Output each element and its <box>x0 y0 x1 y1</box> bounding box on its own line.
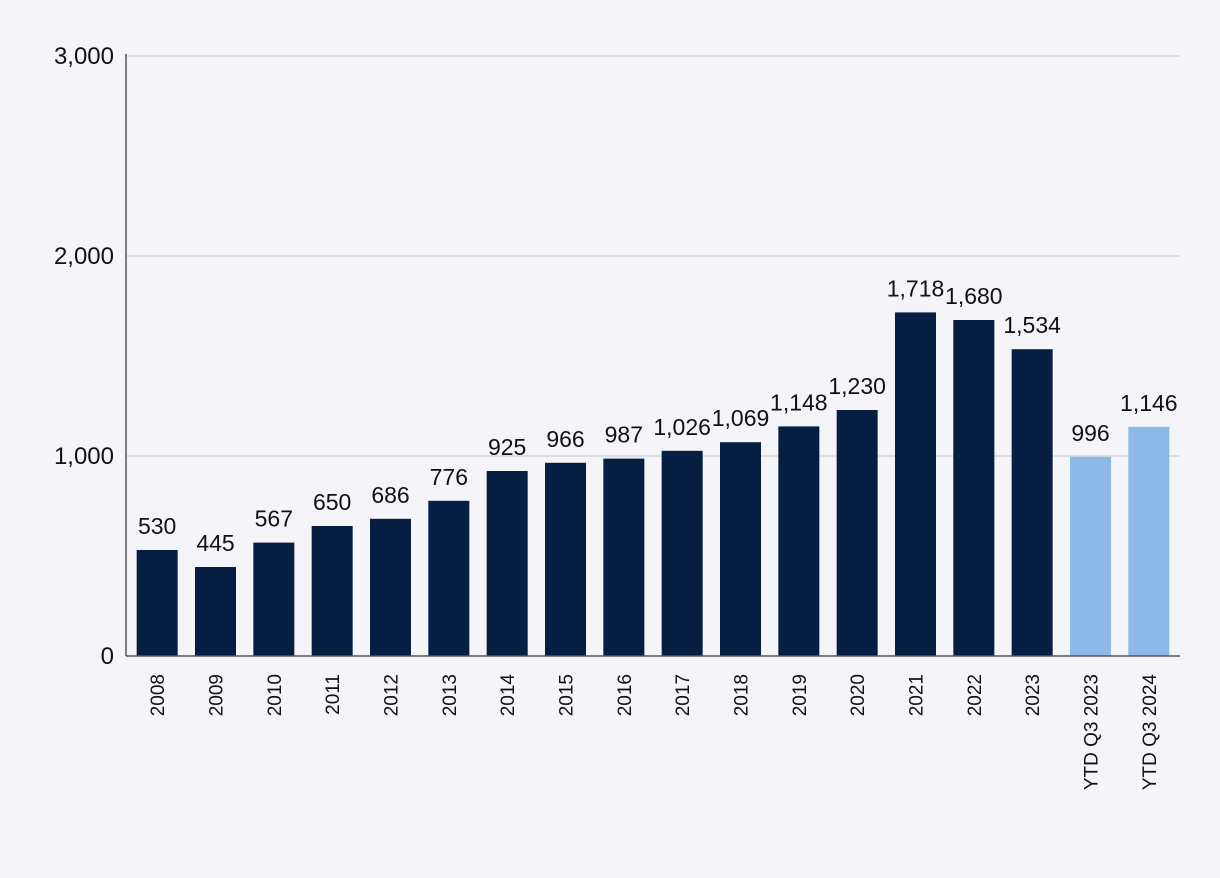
bar <box>720 442 761 656</box>
bar <box>428 500 470 656</box>
data-label: 1,148 <box>770 389 828 415</box>
category-label: 2015 <box>557 674 578 716</box>
data-label: 1,534 <box>1003 312 1061 338</box>
data-label: 530 <box>138 513 176 539</box>
category-label: 2009 <box>207 674 228 716</box>
bar <box>836 410 878 656</box>
category-label: 2019 <box>790 674 811 716</box>
y-tick-label: 1,000 <box>54 443 114 470</box>
bar <box>603 458 645 656</box>
category-label: 2017 <box>673 674 694 716</box>
bar <box>370 518 411 656</box>
category-label: YTD Q3 2024 <box>1140 674 1161 791</box>
bar <box>136 550 178 656</box>
category-label: 2013 <box>440 674 461 716</box>
y-tick-label: 0 <box>101 643 114 670</box>
data-label: 987 <box>605 422 643 448</box>
data-label: 996 <box>1071 420 1109 446</box>
bar <box>311 526 353 656</box>
bar <box>953 320 995 656</box>
bar <box>895 312 936 656</box>
data-label: 1,069 <box>712 405 770 431</box>
data-label: 567 <box>255 506 293 532</box>
category-label: 2014 <box>498 674 519 717</box>
category-label: 2016 <box>615 674 636 716</box>
bar <box>1011 349 1053 656</box>
bars <box>136 312 1170 656</box>
category-label: 2020 <box>848 674 869 716</box>
category-label: 2011 <box>323 674 344 715</box>
y-axis-tick-labels: 0 1,000 2,000 3,000 <box>54 43 114 670</box>
category-label: 2023 <box>1023 674 1044 716</box>
category-label: YTD Q3 2023 <box>1082 674 1103 790</box>
category-label: 2018 <box>732 674 753 716</box>
data-label: 445 <box>196 530 234 556</box>
data-label: 1,230 <box>828 373 886 399</box>
y-tick-label: 2,000 <box>54 243 114 270</box>
bar <box>661 450 703 656</box>
bar <box>545 462 586 656</box>
category-label: 2012 <box>382 674 403 716</box>
data-label: 1,146 <box>1120 390 1178 416</box>
data-label: 1,680 <box>945 283 1003 309</box>
data-label: 1,026 <box>653 414 711 440</box>
category-label: 2010 <box>265 674 286 716</box>
x-axis-category-labels: 2008 2009 2010 2011 2012 2013 2014 2015 2016 2017… <box>148 674 1161 791</box>
data-label: 966 <box>546 426 584 452</box>
category-label: 2008 <box>148 674 169 716</box>
bar <box>253 542 295 656</box>
bar <box>1128 426 1170 656</box>
bar <box>195 567 236 656</box>
data-label: 776 <box>430 464 468 490</box>
data-label: 925 <box>488 434 526 460</box>
bar <box>778 426 820 656</box>
bar <box>486 471 528 656</box>
data-label: 686 <box>371 482 409 508</box>
y-tick-label: 3,000 <box>54 43 114 70</box>
data-label: 650 <box>313 489 351 515</box>
category-label: 2021 <box>907 674 928 716</box>
data-label: 1,718 <box>887 275 945 301</box>
axes <box>125 54 1180 657</box>
category-label: 2022 <box>965 674 986 716</box>
bar <box>1070 456 1111 656</box>
grid-lines <box>126 55 1180 457</box>
